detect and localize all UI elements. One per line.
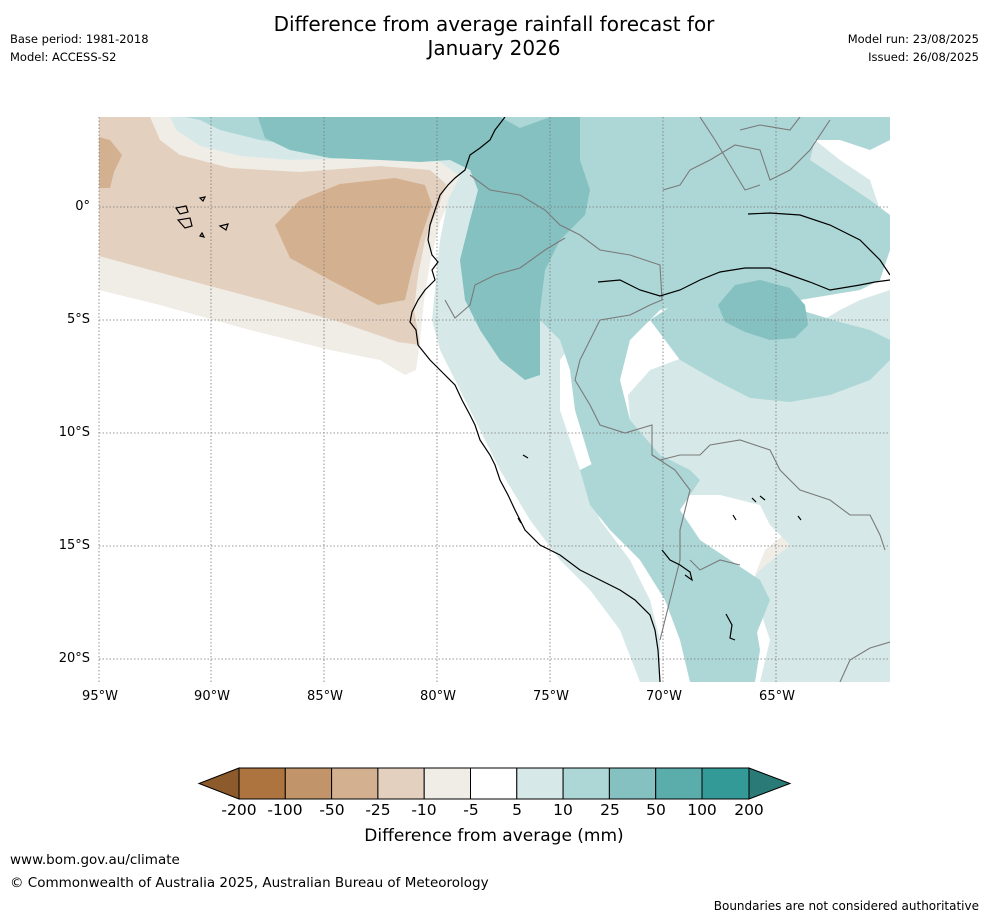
colorbar-tick: 200 (734, 801, 764, 819)
title-line-1: Difference from average rainfall forecas… (273, 12, 715, 36)
model-run-text: Model run: 23/08/2025 (847, 32, 979, 46)
colorbar-tick: -5 (463, 801, 479, 819)
lon-label-90w: 90°W (194, 689, 230, 704)
lat-label-10s: 10°S (58, 425, 90, 440)
model-text: Model: ACCESS-S2 (10, 50, 117, 64)
wet-field-25-east (718, 280, 808, 340)
lat-label-20s: 20°S (58, 651, 90, 666)
header-left-meta: Base period: 1981-2018 Model: ACCESS-S2 (10, 30, 149, 66)
country-borders (444, 117, 890, 682)
colorbar-high-arrow (748, 767, 792, 800)
colorbar (197, 767, 792, 800)
colorbar-tick: -25 (365, 801, 391, 819)
wet-field-10-east (650, 290, 890, 402)
map-fields (99, 117, 890, 682)
colorbar-tick: 10 (553, 801, 573, 819)
lat-label-5s: 5°S (66, 312, 90, 327)
wet-field-10-andes-south (580, 460, 760, 682)
coastlines (175, 117, 890, 682)
lon-label-75w: 75°W (533, 689, 569, 704)
title-line-2: January 2026 (427, 36, 561, 60)
colorbar-tick: 50 (646, 801, 666, 819)
colorbar-tick: -50 (319, 801, 345, 819)
lon-label-95w: 95°W (82, 689, 118, 704)
colorbar-label: Difference from average (mm) (364, 826, 624, 846)
wet-field-25 (258, 117, 590, 380)
colorbar-low-arrow (197, 767, 240, 800)
lat-label-0: 0° (75, 199, 90, 214)
lon-label-80w: 80°W (420, 689, 456, 704)
header-right-meta: Model run: 23/08/2025 Issued: 26/08/2025 (848, 30, 979, 66)
dry-field-minus25-west (99, 137, 122, 188)
lat-label-15s: 15°S (58, 538, 90, 553)
footer-url: www.bom.gov.au/climate (10, 852, 180, 868)
colorbar-tick: -10 (411, 801, 437, 819)
colorbar-tick: 100 (687, 801, 717, 819)
wet-field-10 (185, 117, 890, 682)
issued-text: Issued: 26/08/2025 (868, 50, 979, 64)
lon-label-85w: 85°W (307, 689, 343, 704)
wet-field-5 (170, 117, 890, 682)
lon-label-65w: 65°W (759, 689, 795, 704)
base-period-text: Base period: 1981-2018 (10, 32, 149, 46)
colorbar-tick: -200 (221, 801, 257, 819)
colorbar-tick: 25 (600, 801, 620, 819)
lon-label-70w: 70°W (646, 689, 682, 704)
colorbar-tick: -100 (267, 801, 303, 819)
footer-copyright: © Commonwealth of Australia 2025, Austra… (10, 875, 489, 891)
gridlines (98, 117, 890, 682)
footer-disclaimer: Boundaries are not considered authoritat… (713, 899, 979, 913)
map-title: Difference from average rainfall forecas… (0, 12, 988, 60)
dry-field-minus25 (275, 178, 432, 305)
colorbar-tick: 5 (512, 801, 522, 819)
